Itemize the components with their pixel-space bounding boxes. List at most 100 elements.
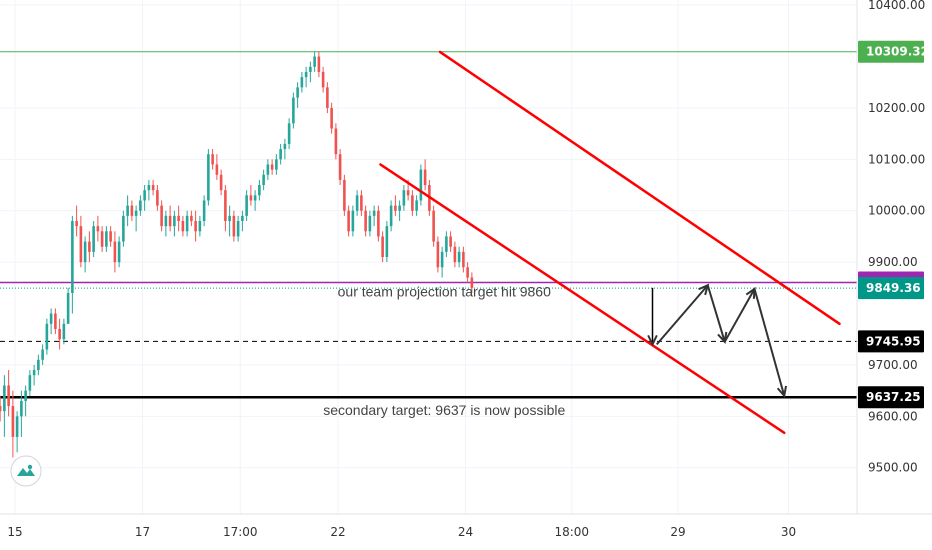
- candle-body: [419, 169, 423, 201]
- candle: [398, 200, 401, 222]
- candle: [130, 200, 134, 222]
- candle-body: [75, 221, 78, 227]
- candle-body: [453, 246, 457, 263]
- candle: [377, 205, 380, 242]
- price-tick-label[interactable]: 9500.00: [868, 461, 918, 475]
- candle-body: [15, 416, 19, 437]
- price-tick-label[interactable]: 10400.00: [868, 0, 925, 12]
- time-tick-label[interactable]: 17: [135, 525, 150, 539]
- chart-annotation: secondary target: 9637 is now possible: [323, 402, 565, 418]
- candle: [360, 190, 363, 216]
- candle: [253, 190, 257, 211]
- candle-body: [236, 221, 240, 237]
- time-tick-label[interactable]: 22: [330, 525, 345, 539]
- descending-channel[interactable]: [379, 50, 841, 435]
- time-tick-label[interactable]: 18:00: [554, 525, 589, 539]
- candle-body: [62, 323, 66, 340]
- chart-annotation: our team projection target hit 9860: [338, 284, 551, 300]
- time-axis-ticks[interactable]: 15 17 17:00 22 24 18:00 29 30: [7, 525, 796, 539]
- candle: [236, 215, 240, 242]
- channel-line[interactable]: [379, 163, 786, 435]
- candle: [181, 215, 185, 237]
- candle: [37, 354, 40, 376]
- candle-body: [385, 226, 389, 257]
- time-tick-label[interactable]: 30: [781, 525, 796, 539]
- candle-body: [262, 174, 265, 186]
- candle-body: [32, 370, 36, 376]
- candle: [198, 215, 202, 237]
- candle: [466, 262, 469, 283]
- candle: [224, 185, 227, 232]
- candle-body: [398, 205, 401, 211]
- projection-arrows[interactable]: [647, 283, 788, 398]
- price-tick-label[interactable]: 10200.00: [868, 101, 925, 115]
- projection-arrow-segment[interactable]: [706, 284, 726, 343]
- candle-body: [11, 406, 15, 437]
- candle: [300, 71, 304, 93]
- projection-arrow-head[interactable]: [776, 385, 788, 398]
- price-tick-label[interactable]: 9700.00: [868, 358, 918, 372]
- candle-body: [66, 292, 70, 324]
- price-tick-label[interactable]: 9600.00: [868, 409, 918, 423]
- candle: [330, 102, 333, 134]
- time-tick-label[interactable]: 17:00: [223, 525, 258, 539]
- candle-body: [445, 236, 448, 252]
- candle-body: [92, 226, 95, 252]
- candle: [415, 195, 418, 216]
- candle: [389, 200, 393, 232]
- candle: [326, 82, 329, 114]
- candle: [402, 185, 406, 211]
- projection-arrow-segment[interactable]: [753, 288, 786, 397]
- candle: [313, 51, 316, 72]
- candle: [296, 82, 299, 108]
- candle: [321, 66, 325, 93]
- price-tick-label[interactable]: 9900.00: [868, 255, 918, 269]
- candle: [79, 215, 83, 268]
- drop-arrow-head[interactable]: [647, 334, 658, 347]
- candle-body: [156, 190, 159, 206]
- price-badge-label: 10309.32: [866, 45, 929, 59]
- candle: [232, 210, 236, 242]
- candle: [317, 51, 321, 78]
- candle-body: [292, 97, 295, 124]
- candle: [445, 231, 448, 257]
- candle-body: [351, 210, 355, 232]
- projection-arrow-segment[interactable]: [655, 284, 709, 346]
- candle: [92, 221, 95, 257]
- time-tick-label[interactable]: 24: [458, 525, 473, 539]
- price-tick-label[interactable]: 10100.00: [868, 152, 925, 166]
- candle-body: [321, 71, 325, 88]
- candle-body: [415, 200, 418, 211]
- candle-body: [253, 195, 257, 201]
- candle: [88, 231, 91, 263]
- candle: [177, 205, 180, 232]
- candle: [126, 195, 129, 227]
- candle: [394, 195, 397, 216]
- candle: [28, 370, 32, 396]
- candle-body: [347, 210, 350, 232]
- price-axis-ticks[interactable]: 10400.00 10200.00 10100.00 10000.00 9900.00 9…: [868, 0, 925, 475]
- candle-body: [198, 221, 202, 232]
- candle-body: [71, 221, 74, 293]
- candle-body: [241, 215, 244, 222]
- candle-body: [215, 164, 219, 175]
- price-tick-label[interactable]: 10000.00: [868, 204, 925, 218]
- candle-body: [368, 215, 372, 232]
- channel-line[interactable]: [438, 50, 841, 326]
- candle-body: [7, 385, 10, 407]
- time-tick-label[interactable]: 15: [7, 525, 22, 539]
- candle: [122, 210, 125, 247]
- candle: [83, 236, 87, 273]
- time-tick-label[interactable]: 29: [670, 525, 685, 539]
- candle: [190, 210, 193, 227]
- candle: [368, 210, 372, 237]
- candle-body: [232, 215, 236, 237]
- candle: [372, 205, 376, 227]
- projection-arrow-segment[interactable]: [723, 288, 756, 343]
- candle: [20, 390, 23, 437]
- tradingview-logo-icon[interactable]: [10, 455, 42, 487]
- candle: [453, 241, 457, 268]
- price-level-lines: [0, 51, 857, 399]
